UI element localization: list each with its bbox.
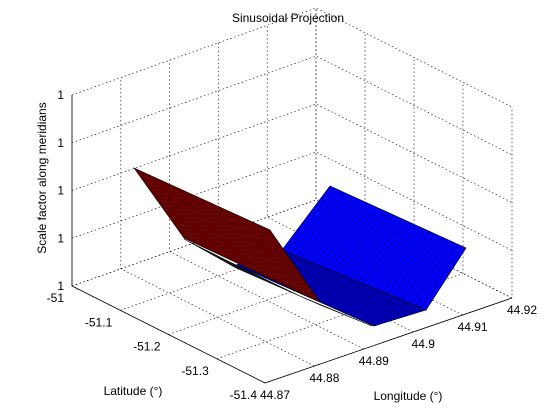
y-tick-label: -51 — [47, 291, 65, 305]
y-axis-label: Latitude (°) — [104, 384, 163, 398]
z-tick-label: 1 — [57, 279, 64, 293]
chart-title: Sinusoidal Projection — [232, 11, 344, 25]
x-tick-label: 44.92 — [507, 303, 537, 317]
y-tick-label: -51.4 — [230, 388, 258, 402]
z-tick-label: 1 — [57, 88, 64, 102]
z-axis-label: Scale factor along meridians — [35, 102, 49, 253]
y-tick-label: -51.2 — [133, 340, 161, 354]
x-tick-label: 44.88 — [309, 371, 339, 385]
x-tick-label: 44.89 — [359, 354, 389, 368]
z-tick-label: 1 — [57, 136, 64, 150]
z-tick-label: 1 — [57, 184, 64, 198]
x-tick-label: 44.91 — [458, 320, 488, 334]
y-tick-label: -51.3 — [181, 364, 209, 378]
x-tick-label: 44.87 — [260, 388, 290, 402]
y-tick-label: -51.1 — [85, 315, 113, 329]
x-axis-label: Longitude (°) — [374, 389, 443, 403]
z-tick-label: 1 — [57, 231, 64, 245]
x-tick-label: 44.9 — [412, 337, 436, 351]
